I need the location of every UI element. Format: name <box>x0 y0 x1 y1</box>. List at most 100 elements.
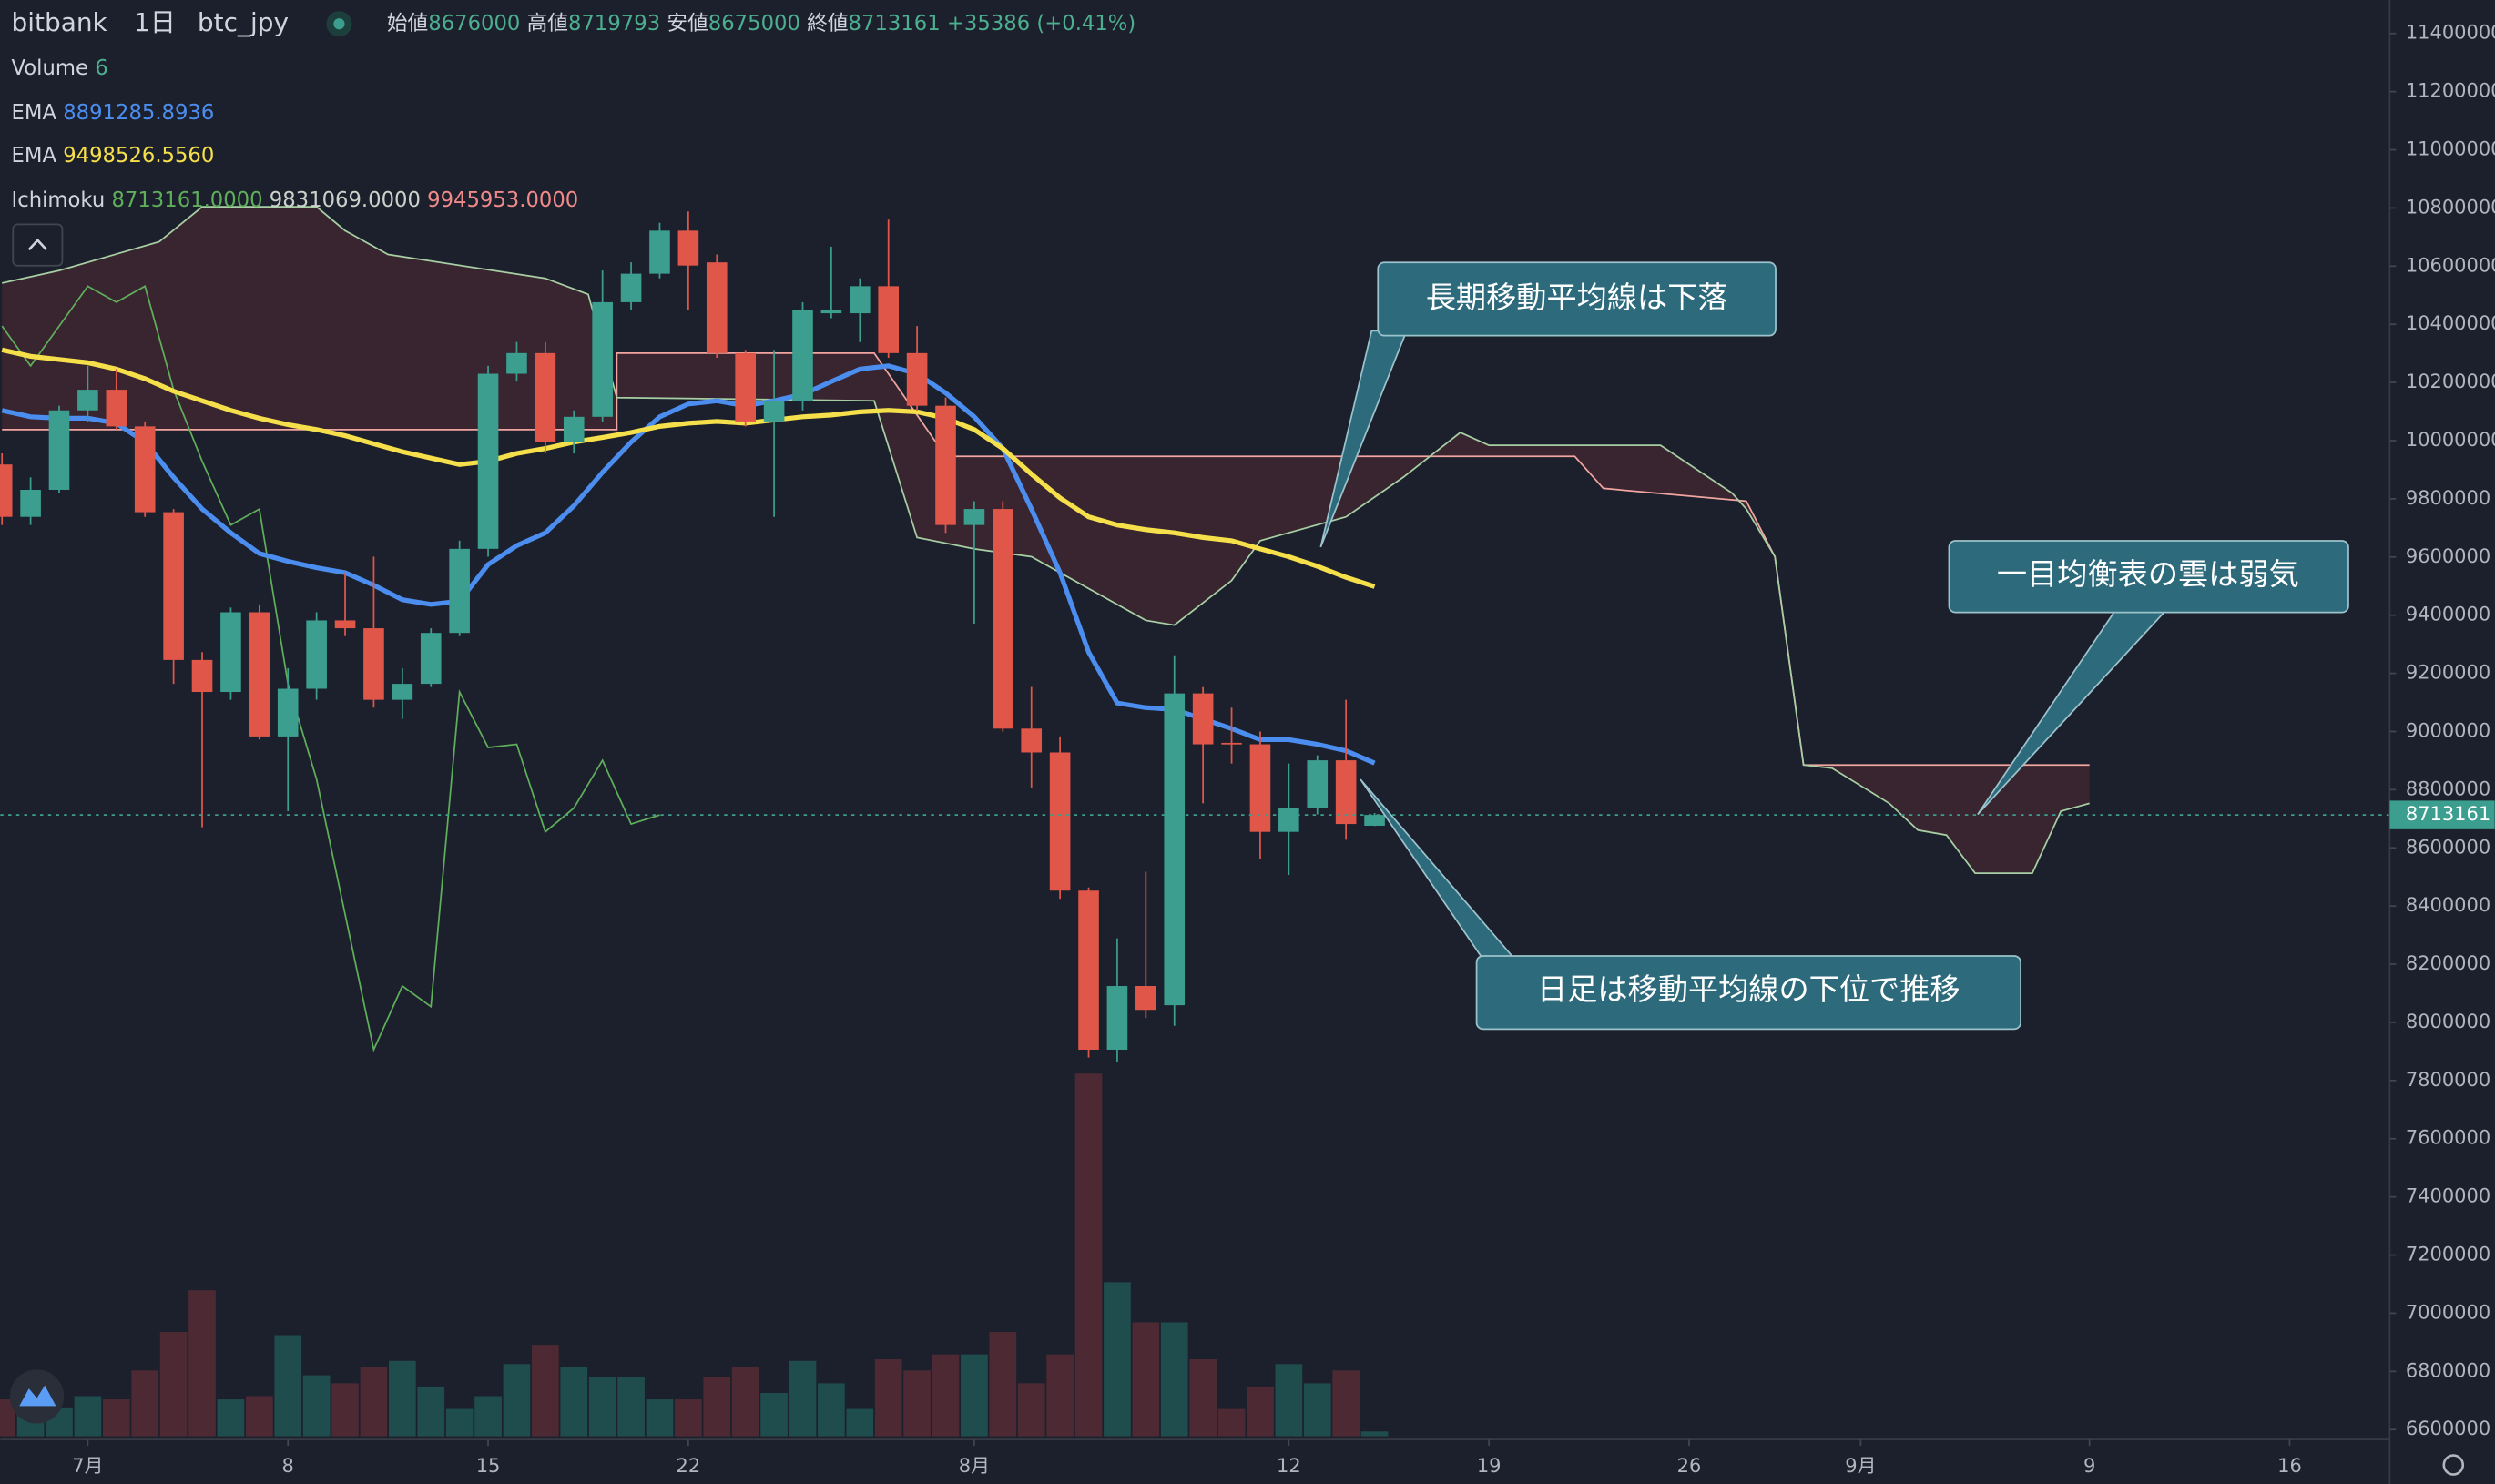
volume-bar <box>331 1383 359 1437</box>
volume-bar <box>188 1290 216 1437</box>
candle-body <box>792 310 813 401</box>
x-tick-label: 19 <box>1477 1455 1502 1477</box>
candle-body <box>706 262 728 353</box>
volume-bar <box>1074 1073 1103 1437</box>
x-tick-label: 15 <box>476 1455 501 1477</box>
volume-bar <box>1104 1282 1131 1437</box>
legend-value: 9945953.0000 <box>427 188 578 212</box>
callout-text: 長期移動平均線は下落 <box>1426 280 1728 315</box>
volume-bar <box>532 1345 559 1437</box>
logo[interactable] <box>9 1369 65 1424</box>
y-tick-label: 7000000 <box>2406 1301 2490 1323</box>
candle-body <box>306 620 327 689</box>
y-tick-label: 8200000 <box>2406 952 2490 974</box>
y-tick-label: 6800000 <box>2406 1359 2490 1381</box>
volume-bar <box>1189 1358 1217 1437</box>
volume-bar <box>74 1396 102 1437</box>
candle-body <box>1106 986 1128 1050</box>
volume-bar <box>274 1335 302 1437</box>
volume-bar <box>102 1399 130 1437</box>
candle-body <box>1278 808 1299 832</box>
volume-bar <box>360 1367 388 1437</box>
volume-bar <box>731 1367 759 1437</box>
collapse-icon <box>27 238 47 251</box>
volume-bar <box>932 1354 960 1437</box>
candle-body <box>1049 752 1071 891</box>
volume-bar <box>417 1386 445 1437</box>
candle-body <box>1135 986 1156 1011</box>
candle-body <box>592 301 613 417</box>
y-tick-label: 10800000 <box>2406 196 2495 218</box>
candle-body <box>134 426 156 513</box>
settings-icon[interactable] <box>2442 1454 2465 1476</box>
y-tick-label: 9200000 <box>2406 662 2490 684</box>
legend-value: 6 <box>95 56 107 80</box>
candle-body <box>249 612 270 737</box>
volume-bar <box>789 1360 817 1437</box>
ichimoku-legend: Ichimoku 8713161.0000 9831069.0000 99459… <box>12 188 579 212</box>
callout <box>1377 261 1777 337</box>
y-tick-label: 9000000 <box>2406 719 2490 741</box>
candle-body <box>1021 728 1043 753</box>
volume-bar <box>703 1377 731 1437</box>
volume-bar <box>159 1332 188 1437</box>
candle-body <box>993 509 1013 729</box>
y-tick-label: 8000000 <box>2406 1011 2490 1032</box>
volume-bar <box>131 1370 159 1437</box>
y-tick-label: 7600000 <box>2406 1127 2490 1149</box>
candle-body <box>1364 815 1385 826</box>
candle-body <box>20 489 41 517</box>
candle-body <box>620 273 642 302</box>
ema-legend: EMA 9498526.5560 <box>12 144 215 168</box>
candle-body <box>106 390 127 427</box>
candle-body <box>1307 760 1329 808</box>
candle-body <box>1249 744 1271 832</box>
price-label: 8713161 <box>2406 803 2490 825</box>
y-tick-label: 11200000 <box>2406 80 2495 102</box>
candle-body <box>935 405 956 525</box>
ema-line <box>1 363 1376 766</box>
volume-bar <box>1217 1408 1246 1437</box>
volume-bar <box>961 1354 988 1437</box>
y-tick-label: 8600000 <box>2406 836 2490 858</box>
candle-body <box>506 352 527 374</box>
candle-body <box>277 688 299 737</box>
y-tick-label: 7800000 <box>2406 1069 2490 1091</box>
y-tick-label: 10000000 <box>2406 429 2495 451</box>
volume-bar <box>1360 1431 1389 1437</box>
candle-body <box>363 628 384 700</box>
candle-body <box>1221 742 1242 745</box>
candle-body <box>906 352 928 406</box>
volume-bar <box>675 1399 702 1437</box>
candle-body <box>449 548 470 634</box>
change: +35386 (+0.41%) <box>947 12 1135 36</box>
x-tick-label: 16 <box>2277 1455 2302 1477</box>
candle-body <box>220 612 241 693</box>
x-tick-label: 22 <box>677 1455 701 1477</box>
ichimoku-span-a <box>2 206 2090 874</box>
ohlc-label: 始値 <box>387 12 428 36</box>
collapse-button[interactable] <box>12 223 64 267</box>
interval: 1日 <box>134 7 176 37</box>
legend-value: 9498526.5560 <box>63 144 214 168</box>
ohlc-value: 8713161 <box>849 12 941 36</box>
volume-bar <box>760 1393 788 1437</box>
candle-body <box>1164 693 1186 1006</box>
legend-name: Ichimoku <box>12 188 106 212</box>
ohlc-value: 8675000 <box>708 12 800 36</box>
ema-legend: EMA 8891285.8936 <box>12 101 215 125</box>
legend-name: EMA <box>12 144 57 168</box>
candle-body <box>535 352 556 442</box>
y-tick-label: 9400000 <box>2406 604 2490 625</box>
x-tick-label: 9月 <box>1845 1455 1876 1477</box>
candle-body <box>849 286 871 314</box>
ohlc-value: 8719793 <box>568 12 660 36</box>
volume-bar <box>874 1358 902 1437</box>
volume-bar <box>989 1332 1017 1437</box>
volume-bar <box>818 1383 845 1437</box>
y-tick-label: 11000000 <box>2406 138 2495 160</box>
plot-area <box>0 206 2390 1437</box>
ohlc-label: 終値 <box>807 12 848 36</box>
legend-name: Volume <box>12 56 88 80</box>
